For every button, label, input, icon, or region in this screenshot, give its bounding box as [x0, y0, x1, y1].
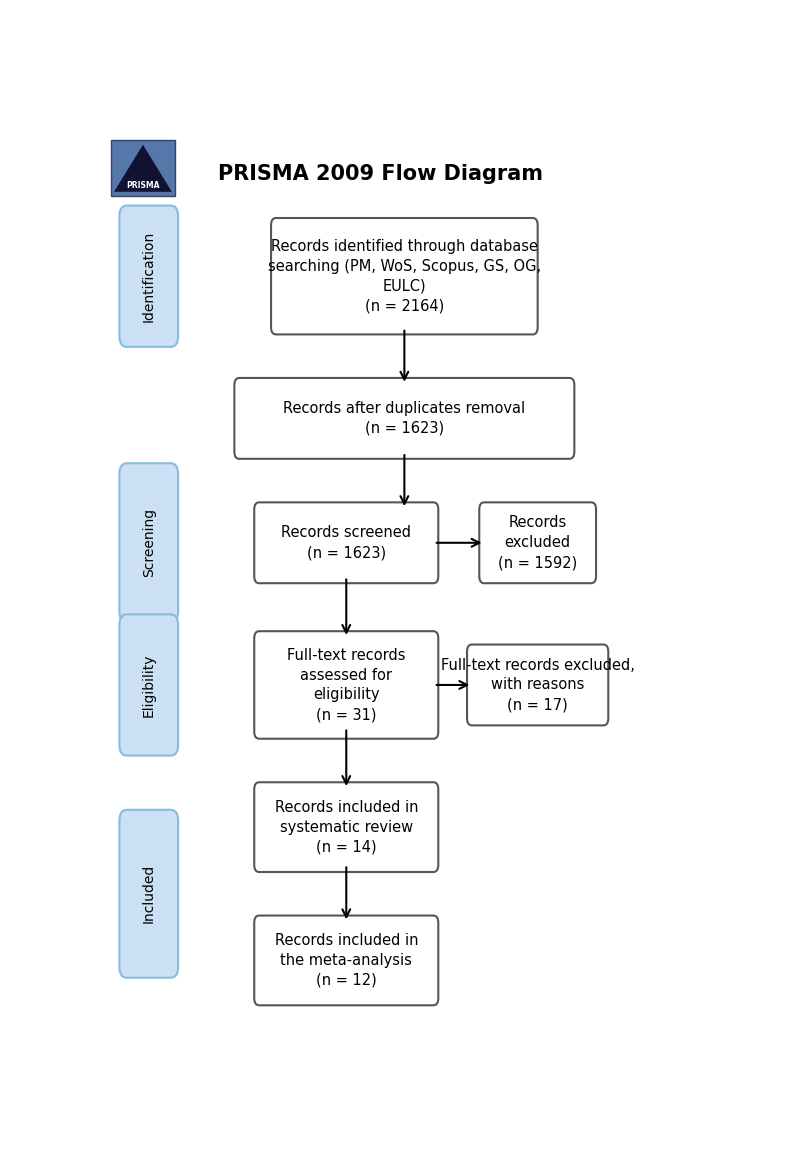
FancyBboxPatch shape — [254, 502, 439, 583]
FancyBboxPatch shape — [119, 810, 178, 977]
Text: Screening: Screening — [142, 508, 155, 577]
Text: Eligibility: Eligibility — [142, 653, 155, 717]
FancyBboxPatch shape — [254, 631, 439, 739]
Text: Records included in
the meta-analysis
(n = 12): Records included in the meta-analysis (n… — [275, 934, 418, 988]
FancyBboxPatch shape — [467, 645, 608, 726]
FancyBboxPatch shape — [119, 205, 178, 347]
Text: Included: Included — [142, 864, 155, 923]
Text: Records after duplicates removal
(n = 1623): Records after duplicates removal (n = 16… — [283, 400, 525, 436]
FancyBboxPatch shape — [479, 502, 596, 583]
Text: Records screened
(n = 1623): Records screened (n = 1623) — [281, 525, 411, 560]
Text: Records included in
systematic review
(n = 14): Records included in systematic review (n… — [275, 800, 418, 854]
Text: Records
excluded
(n = 1592): Records excluded (n = 1592) — [498, 516, 578, 570]
FancyBboxPatch shape — [119, 463, 178, 622]
Polygon shape — [114, 144, 172, 192]
FancyBboxPatch shape — [254, 782, 439, 872]
Text: PRISMA 2009 Flow Diagram: PRISMA 2009 Flow Diagram — [218, 164, 543, 183]
FancyBboxPatch shape — [234, 379, 574, 459]
Text: Identification: Identification — [142, 231, 155, 322]
Text: PRISMA: PRISMA — [126, 180, 159, 189]
FancyBboxPatch shape — [254, 915, 439, 1005]
FancyBboxPatch shape — [119, 614, 178, 756]
FancyBboxPatch shape — [271, 218, 537, 335]
FancyBboxPatch shape — [110, 141, 175, 196]
Text: Full-text records
assessed for
eligibility
(n = 31): Full-text records assessed for eligibili… — [287, 647, 406, 722]
Text: Records identified through database
searching (PM, WoS, Scopus, GS, OG,
EULC)
(n: Records identified through database sear… — [267, 239, 541, 314]
Text: Full-text records excluded,
with reasons
(n = 17): Full-text records excluded, with reasons… — [441, 658, 634, 712]
